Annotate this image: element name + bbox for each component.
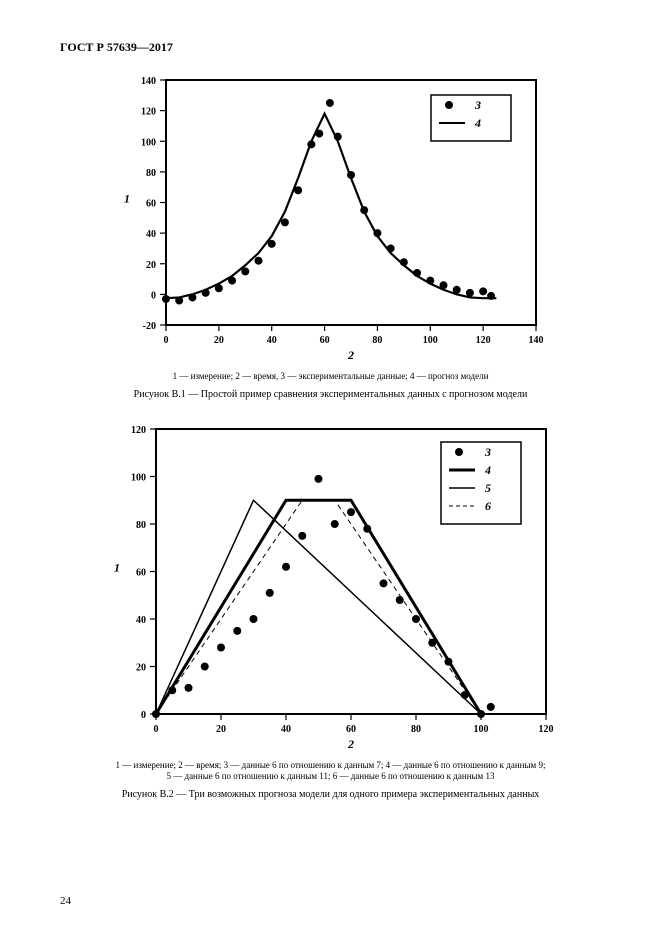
svg-text:140: 140 [528,335,543,346]
svg-text:60: 60 [346,724,356,735]
svg-text:60: 60 [146,199,156,210]
chart-b1: 0 20 40 60 80 100 120 140 -20 0 20 40 60 80 100 120 140 2… [111,65,551,365]
svg-text:100: 100 [141,137,156,148]
svg-text:40: 40 [146,229,156,240]
svg-text:0: 0 [163,335,168,346]
svg-text:80: 80 [411,724,421,735]
svg-text:0: 0 [141,710,146,721]
svg-text:3: 3 [474,98,481,112]
svg-text:2: 2 [347,348,354,362]
svg-text:80: 80 [146,168,156,179]
chart-b2-notes: 1 — измерение; 2 — время; 3 — данные 6 п… [116,760,546,783]
svg-text:140: 140 [141,76,156,87]
svg-text:0: 0 [153,724,158,735]
svg-text:60: 60 [319,335,329,346]
svg-text:120: 120 [141,107,156,118]
svg-text:3: 3 [484,445,491,459]
svg-text:120: 120 [475,335,490,346]
svg-text:40: 40 [266,335,276,346]
chart-b2-notes-line1: 1 — измерение; 2 — время; 3 — данные 6 п… [116,760,546,770]
svg-text:6: 6 [485,499,491,513]
svg-text:-20: -20 [142,321,155,332]
svg-text:4: 4 [484,463,491,477]
chart-b2: 0 20 40 60 80 100 120 0 20 40 60 80 100 120 2 1 3 4 5 6 [101,414,561,754]
svg-text:5: 5 [485,481,491,495]
page-number: 24 [60,895,71,907]
svg-text:20: 20 [146,260,156,271]
svg-text:120: 120 [538,724,553,735]
page: ГОСТ Р 57639—2017 020406080100120140-200… [0,0,661,935]
svg-text:1: 1 [114,560,120,574]
svg-text:20: 20 [136,662,146,673]
svg-text:60: 60 [136,567,146,578]
chart-b2-notes-line2: 5 — данные 6 по отношению к данным 11; 6… [166,771,494,781]
svg-text:100: 100 [422,335,437,346]
svg-text:4: 4 [474,116,481,130]
svg-text:40: 40 [136,615,146,626]
document-header: ГОСТ Р 57639—2017 [60,40,601,55]
svg-text:1: 1 [124,192,130,206]
svg-text:0: 0 [151,290,156,301]
svg-text:40: 40 [281,724,291,735]
svg-text:20: 20 [213,335,223,346]
svg-text:100: 100 [473,724,488,735]
figure-b1: 0 20 40 60 80 100 120 140 -20 0 20 40 60 80 100 120 140 2… [60,65,601,414]
svg-text:80: 80 [136,520,146,531]
figure-b2: 0 20 40 60 80 100 120 0 20 40 60 80 100 120 2 1 3 4 5 6 1 —… [60,414,601,814]
svg-text:2: 2 [347,737,354,751]
svg-text:100: 100 [131,472,146,483]
chart-b1-caption: Рисунок В.1 — Простой пример сравнения э… [134,389,528,400]
svg-text:20: 20 [216,724,226,735]
svg-text:80: 80 [372,335,382,346]
svg-text:120: 120 [131,425,146,436]
chart-b1-notes: 1 — измерение; 2 — время, 3 — эксперимен… [173,371,489,383]
chart-b2-caption: Рисунок В.2 — Три возможных прогноза мод… [122,789,540,800]
